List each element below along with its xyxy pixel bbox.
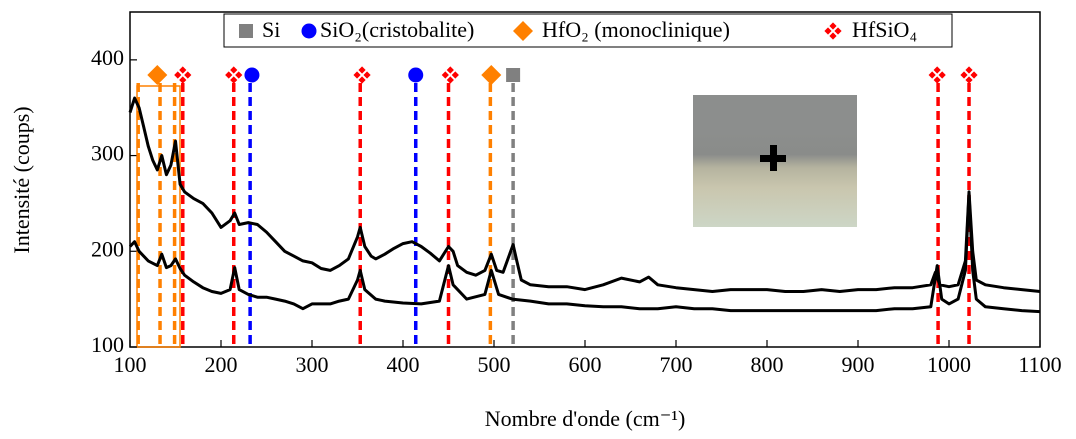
marker <box>408 67 424 83</box>
y-tick-label: 400 <box>91 45 124 70</box>
x-tick-label: 1000 <box>927 352 971 377</box>
marker <box>481 65 502 85</box>
marker <box>147 65 168 85</box>
marker <box>960 66 978 84</box>
marker <box>225 66 243 84</box>
x-tick-label: 300 <box>296 352 329 377</box>
x-tick-label: 100 <box>114 352 147 377</box>
y-tick-label: 200 <box>91 236 124 261</box>
legend-label: Si <box>262 17 280 42</box>
x-tick-label: 800 <box>751 352 784 377</box>
x-tick-label: 700 <box>660 352 693 377</box>
marker <box>824 22 842 40</box>
x-tick-label: 500 <box>478 352 511 377</box>
marker <box>441 66 459 84</box>
spectrum-line <box>128 192 1041 314</box>
x-tick-label: 400 <box>387 352 420 377</box>
x-axis-label: Nombre d'onde (cm⁻¹) <box>485 406 686 431</box>
x-tick-label: 1100 <box>1018 352 1061 377</box>
x-tick-label: 900 <box>842 352 875 377</box>
marker <box>244 67 260 83</box>
marker <box>174 66 192 84</box>
x-tick-label: 600 <box>569 352 602 377</box>
spectrum-line <box>128 96 1041 293</box>
y-axis-label: Intensité (coups) <box>9 106 34 253</box>
y-tick-label: 100 <box>91 332 124 357</box>
y-tick-label: 300 <box>91 141 124 166</box>
legend-label: SiO₂(cristobalite) <box>320 17 474 42</box>
legend-label: HfO₂ (monoclinique) <box>542 17 730 42</box>
x-tick-label: 200 <box>205 352 238 377</box>
marker <box>353 66 371 84</box>
legend-label: HfSiO₄ <box>852 17 917 42</box>
marker <box>239 24 253 38</box>
inset-photo <box>693 95 857 227</box>
marker <box>928 66 946 84</box>
marker <box>513 21 533 41</box>
marker <box>301 23 317 39</box>
marker <box>506 68 521 82</box>
